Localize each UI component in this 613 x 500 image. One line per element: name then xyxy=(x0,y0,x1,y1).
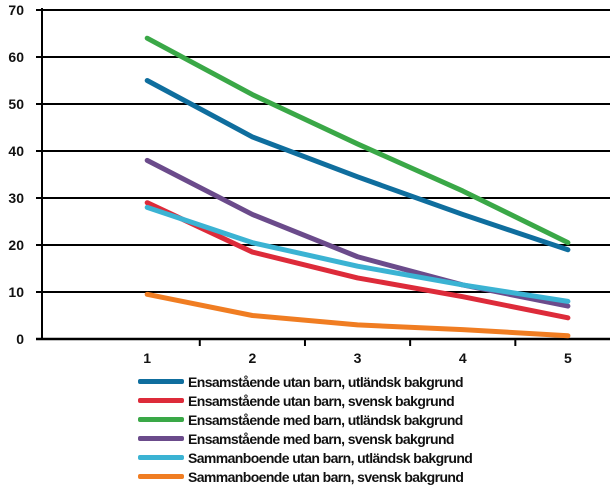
legend-swatch xyxy=(138,379,184,384)
legend-item: Ensamstående utan barn, svensk bakgrund xyxy=(138,391,472,410)
legend: Ensamstående utan barn, utländsk bakgrun… xyxy=(138,372,473,486)
series-line-3 xyxy=(144,35,571,246)
y-tick-label: 40 xyxy=(8,143,24,159)
legend-swatch xyxy=(138,455,184,460)
y-tick-label: 10 xyxy=(8,284,24,300)
legend-item: Sammanboende utan barn, utländsk bakgrun… xyxy=(138,448,473,467)
y-tick-label: 70 xyxy=(8,2,24,18)
series-lines xyxy=(144,35,571,339)
series-line-2 xyxy=(144,200,571,321)
x-tick-labels: 1 2 3 4 5 xyxy=(143,350,572,366)
series-line-1 xyxy=(144,78,571,253)
series-line-5 xyxy=(144,204,571,304)
x-tick-label: 3 xyxy=(354,350,362,366)
legend-swatch xyxy=(138,436,184,441)
legend-swatch xyxy=(138,417,184,422)
legend-item: Ensamstående med barn, utländsk bakgrund xyxy=(138,410,472,429)
x-tick-label: 5 xyxy=(564,350,572,366)
x-tick-label: 1 xyxy=(143,350,151,366)
legend-label: Sammanboende utan barn, utländsk bakgrun… xyxy=(188,449,473,466)
y-tick-labels: 0 10 20 30 40 50 60 70 xyxy=(8,2,24,347)
x-tick-label: 4 xyxy=(459,350,467,366)
legend-label: Ensamstående med barn, svensk bakgrund xyxy=(188,430,454,447)
axes xyxy=(36,8,610,346)
x-tick-label: 2 xyxy=(248,350,256,366)
legend-label: Ensamstående utan barn, utländsk bakgrun… xyxy=(188,373,464,390)
legend-label: Ensamstående med barn, utländsk bakgrund xyxy=(188,411,463,428)
legend-item: Ensamstående utan barn, utländsk bakgrun… xyxy=(138,372,472,391)
y-tick-label: 30 xyxy=(8,190,24,206)
legend-item: Sammanboende utan barn, svensk bakgrund xyxy=(138,467,472,486)
y-tick-label: 60 xyxy=(8,49,24,65)
y-tick-label: 50 xyxy=(8,96,24,112)
legend-label: Ensamstående utan barn, svensk bakgrund xyxy=(188,392,455,409)
legend-item: Ensamstående med barn, svensk bakgrund xyxy=(138,429,472,448)
y-tick-label: 20 xyxy=(8,237,24,253)
legend-swatch xyxy=(138,474,184,479)
legend-label: Sammanboende utan barn, svensk bakgrund xyxy=(188,468,464,485)
y-tick-label: 0 xyxy=(16,331,24,347)
legend-swatch xyxy=(138,398,184,403)
line-chart: 0 10 20 30 40 50 60 70 1 2 3 4 5 xyxy=(8,2,610,366)
gridlines xyxy=(42,9,610,293)
series-line-6 xyxy=(144,291,571,339)
